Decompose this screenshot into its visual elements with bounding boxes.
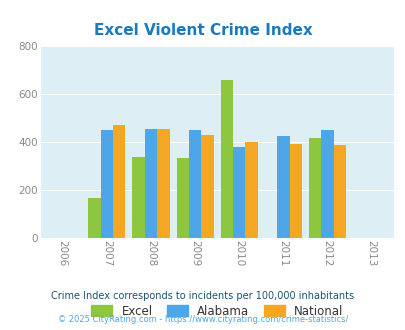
Bar xyxy=(88,198,100,238)
Text: © 2025 CityRating.com - https://www.cityrating.com/crime-statistics/: © 2025 CityRating.com - https://www.city… xyxy=(58,315,347,324)
Bar xyxy=(333,145,345,238)
Bar xyxy=(145,129,157,238)
Bar xyxy=(220,80,232,238)
Bar xyxy=(289,144,301,238)
Bar xyxy=(245,142,257,238)
Bar xyxy=(201,135,213,238)
Bar xyxy=(308,138,321,238)
Bar xyxy=(113,125,125,238)
Bar xyxy=(232,147,245,238)
Bar xyxy=(176,158,188,238)
Bar xyxy=(132,157,145,238)
Bar xyxy=(100,130,113,238)
Text: Excel Violent Crime Index: Excel Violent Crime Index xyxy=(94,23,311,38)
Bar xyxy=(188,130,201,238)
Bar xyxy=(277,136,289,238)
Legend: Excel, Alabama, National: Excel, Alabama, National xyxy=(90,305,343,318)
Bar xyxy=(321,130,333,238)
Text: Crime Index corresponds to incidents per 100,000 inhabitants: Crime Index corresponds to incidents per… xyxy=(51,291,354,301)
Bar xyxy=(157,129,169,238)
